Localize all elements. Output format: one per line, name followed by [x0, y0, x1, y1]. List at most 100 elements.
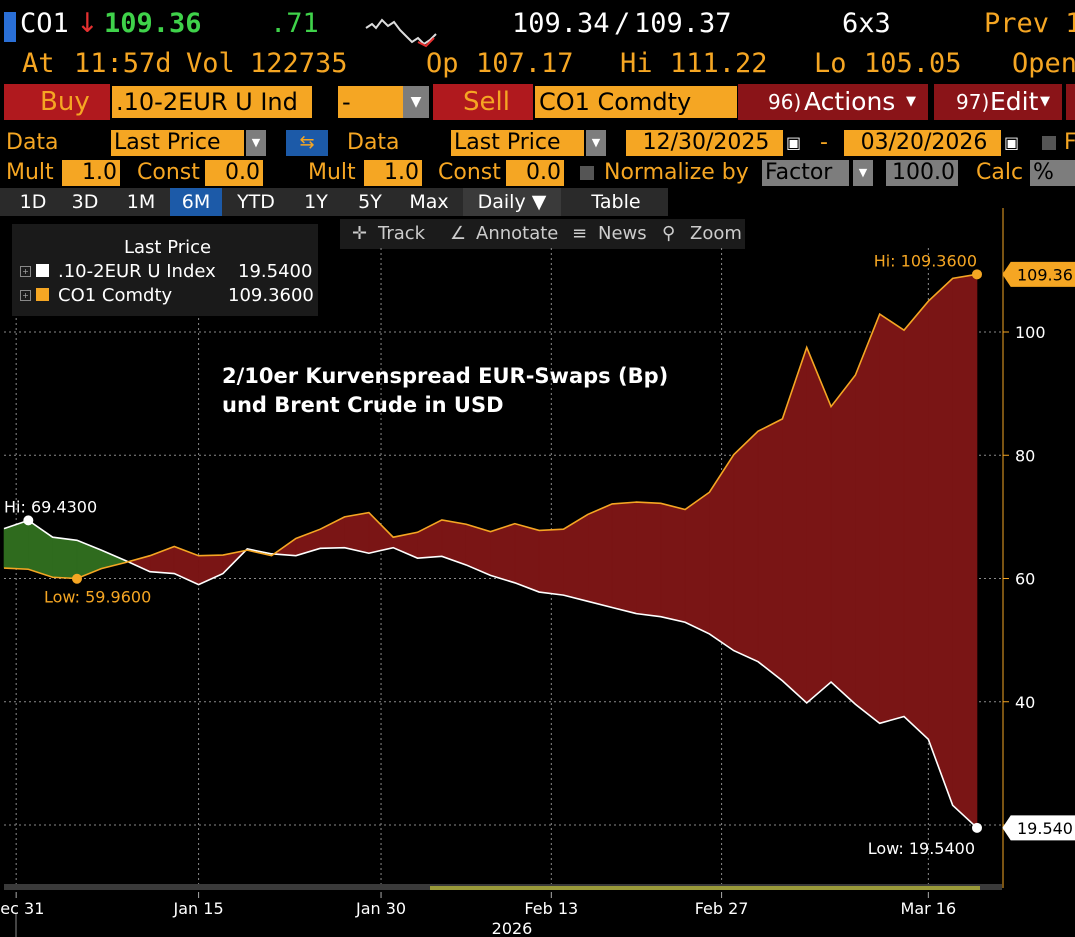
scroll-strip	[4, 884, 1002, 890]
end-calendar-icon[interactable]: ▣	[1004, 133, 1020, 152]
normalize-dropdown-icon[interactable]: ▼	[853, 160, 873, 186]
more-menu-button[interactable]	[1066, 84, 1075, 120]
annotate-button[interactable]: Annotate	[476, 223, 559, 244]
sell-button[interactable]: Sell	[433, 84, 533, 120]
edit-label: Edit	[990, 87, 1039, 116]
const-label-2: Const	[438, 160, 501, 185]
spread-fill-segment	[636, 501, 662, 618]
mult-field-1[interactable]: 1.0	[62, 160, 120, 186]
data-field-2[interactable]: Last Price	[451, 130, 584, 156]
normalize-select[interactable]: Factor	[762, 160, 849, 186]
range-6m[interactable]: 6M	[170, 188, 222, 216]
data-field-1-dropdown-icon[interactable]: ▼	[246, 130, 266, 156]
bid-ask-separator: /	[614, 8, 631, 39]
end-date-input[interactable]: 03/20/2026	[844, 130, 1001, 156]
high-price: 111.22	[670, 48, 768, 79]
buy-option-select[interactable]: -	[338, 86, 404, 118]
ask-price: 109.37	[634, 8, 732, 39]
scroll-thumb	[430, 886, 980, 890]
bid-ask-size: 6x3	[842, 8, 891, 39]
range-ytd[interactable]: YTD	[237, 191, 275, 213]
sell-security-input[interactable]: CO1 Comdty	[535, 86, 737, 118]
spread-fill-segment	[441, 519, 467, 566]
low-price: 105.05	[864, 48, 962, 79]
factor-input[interactable]: 100.0	[886, 160, 958, 186]
x-tick-label: Mar 16	[901, 899, 957, 918]
spread-fill-segment	[709, 453, 735, 652]
table-button[interactable]: Table	[591, 191, 641, 213]
expand-series-1-icon[interactable]: +	[20, 266, 31, 277]
buy-button[interactable]: Buy	[4, 84, 110, 120]
edit-menu-button[interactable]: 97) Edit ▼	[934, 84, 1062, 120]
sparkline-icon	[365, 18, 437, 48]
spread-fill-segment	[879, 313, 905, 724]
buy-option-dropdown-icon[interactable]: ▼	[403, 86, 429, 118]
ticker[interactable]: CO1	[20, 8, 69, 39]
quote-time: 11:57d	[74, 48, 172, 79]
range-5y[interactable]: 5Y	[358, 191, 382, 213]
chart-toolbar: ✛ Track ∠ Annotate ≡ News ⚲ Zoom	[340, 219, 745, 249]
track-button[interactable]: Track	[378, 223, 426, 244]
option-checkbox[interactable]	[1042, 136, 1056, 150]
range-1m[interactable]: 1M	[126, 191, 156, 213]
spread-low-label: Low: 19.5400	[868, 839, 975, 858]
time-range-bar: 1D 3D 1M 6M YTD 1Y 5Y Max Daily ▼ Table	[0, 188, 668, 216]
x-tick-label: Feb 27	[695, 899, 749, 918]
chart-axes: 40 60 80 100 Dec 31 Jan 15 Jan 30 Feb 13 Feb 27 M…	[0, 208, 1075, 937]
range-3d[interactable]: 3D	[71, 191, 99, 213]
edit-number: 97)	[956, 90, 990, 114]
spread-fill-segment	[538, 528, 564, 596]
spread-fill-segment	[392, 531, 418, 559]
data-field-1[interactable]: Last Price	[111, 130, 244, 156]
legend-series-2-value: 109.3600	[228, 285, 314, 306]
legend-title: Last Price	[124, 237, 212, 258]
open-price: 107.17	[476, 48, 574, 79]
spread-fill-segment	[344, 512, 370, 554]
x-tick-label: Dec 31	[0, 899, 44, 918]
news-button[interactable]: News	[598, 223, 647, 244]
spread-fill-segment	[295, 528, 321, 557]
y-tick-label: 80	[1015, 446, 1035, 465]
const-label-1: Const	[137, 160, 200, 185]
spread-fill-segment	[244, 548, 248, 551]
mult-field-2[interactable]: 1.0	[364, 160, 422, 186]
range-1d[interactable]: 1D	[19, 191, 47, 213]
expand-series-2-icon[interactable]: +	[20, 290, 31, 301]
frequency-select[interactable]: Daily ▼	[463, 188, 561, 216]
annotate-icon: ∠	[450, 223, 467, 244]
start-date-input[interactable]: 12/30/2025	[626, 130, 783, 156]
edit-chevron-down-icon: ▼	[1040, 94, 1050, 109]
spread-fill-segment	[952, 273, 978, 829]
spread-fill-segment	[149, 546, 175, 574]
track-icon: ✛	[352, 223, 368, 244]
zoom-button[interactable]: Zoom	[690, 223, 742, 244]
chart-fills	[3, 273, 978, 829]
const-field-2[interactable]: 0.0	[506, 160, 564, 186]
calc-select[interactable]: %	[1030, 160, 1075, 186]
spread-low-marker	[972, 822, 982, 833]
spread-fill-segment	[3, 519, 29, 570]
range-1y[interactable]: 1Y	[304, 191, 328, 213]
const-field-1[interactable]: 0.0	[205, 160, 263, 186]
buy-security-input[interactable]: .10-2EUR U Ind	[112, 86, 312, 118]
spread-fill-segment	[587, 503, 613, 608]
data-field-2-dropdown-icon[interactable]: ▼	[586, 130, 606, 156]
spread-fill-segment	[101, 549, 126, 570]
legend-series-1-value: 19.5400	[238, 261, 313, 282]
spread-fill-segment	[417, 519, 443, 559]
legend-swatch-2	[36, 288, 49, 301]
spread-high-marker	[23, 515, 34, 526]
crude-low-label: Low: 59.9600	[44, 588, 151, 607]
mult-label-1: Mult	[6, 160, 54, 185]
legend-series-1-name: .10-2EUR U Index	[58, 261, 216, 282]
range-max[interactable]: Max	[409, 191, 449, 213]
swap-securities-icon[interactable]: ⇆	[286, 130, 328, 156]
actions-menu-button[interactable]: 96) Actions ▼	[738, 84, 928, 120]
buy-label: Buy	[40, 87, 90, 117]
start-calendar-icon[interactable]: ▣	[786, 133, 802, 152]
x-tick-label: Feb 13	[524, 899, 578, 918]
normalize-checkbox[interactable]	[580, 166, 594, 180]
chart-title: 2/10er Kurvenspread EUR-Swaps (Bp) und B…	[222, 364, 669, 417]
spread-fill-segment	[806, 347, 832, 704]
spread-high-label: Hi: 69.4300	[4, 497, 97, 516]
